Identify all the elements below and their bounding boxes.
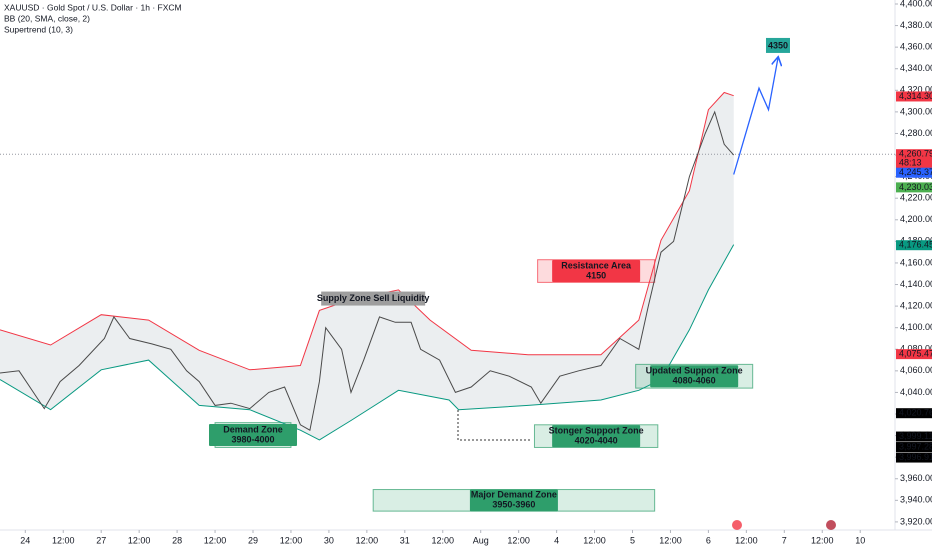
x-tick-label: 28 bbox=[172, 535, 182, 545]
x-tick-label: 24 bbox=[20, 535, 30, 545]
x-tick-label: 27 bbox=[96, 535, 106, 545]
zone-label: 3980-4000 bbox=[231, 434, 274, 444]
x-tick-label: 12:00 bbox=[735, 535, 758, 545]
price-label-box bbox=[896, 442, 932, 453]
y-tick-label: 4,360.00 bbox=[900, 42, 932, 52]
price-label: 3,997.28 bbox=[899, 441, 932, 451]
zone-label: Demand Zone bbox=[223, 424, 283, 434]
x-tick-label: 7 bbox=[782, 535, 787, 545]
price-label-box bbox=[896, 182, 932, 193]
indicator: BB (20, SMA, close, 2) bbox=[4, 13, 90, 23]
price-label: 4,230.03 bbox=[899, 182, 932, 192]
zone-label-box bbox=[650, 365, 739, 388]
x-tick-label: 5 bbox=[630, 535, 635, 545]
zone-label: 4020-4040 bbox=[575, 436, 618, 446]
y-tick-label: 4,040.00 bbox=[900, 387, 932, 397]
x-tick-label: 12:00 bbox=[431, 535, 454, 545]
zone-label: 4150 bbox=[586, 270, 606, 280]
zone-label: 3950-3960 bbox=[492, 500, 535, 510]
zone-label: 4080-4060 bbox=[673, 376, 716, 386]
price-label: 4,176.45 bbox=[899, 240, 932, 250]
price-label-box bbox=[896, 91, 932, 102]
y-tick-label: 4,060.00 bbox=[900, 365, 932, 375]
series-line bbox=[733, 58, 778, 175]
price-label-box bbox=[896, 431, 932, 442]
x-tick-label: 6 bbox=[706, 535, 711, 545]
annotation-box bbox=[321, 291, 426, 306]
zone-label-box bbox=[552, 425, 641, 448]
price-label-box bbox=[896, 240, 932, 251]
price-label-box bbox=[896, 452, 932, 463]
y-tick-label: 4,200.00 bbox=[900, 214, 932, 224]
y-tick-label: 4,340.00 bbox=[900, 63, 932, 73]
x-tick-label: 30 bbox=[324, 535, 334, 545]
zone-label: Major Demand Zone bbox=[471, 490, 557, 500]
annotation: Supply Zone Sell Liquidity bbox=[317, 293, 430, 303]
x-tick-label: 12:00 bbox=[280, 535, 303, 545]
x-tick-label: 12:00 bbox=[128, 535, 151, 545]
y-tick-label: 4,160.00 bbox=[900, 257, 932, 267]
x-tick-label: 12:00 bbox=[507, 535, 530, 545]
x-tick-label: 12:00 bbox=[659, 535, 682, 545]
price-label-box bbox=[896, 167, 932, 178]
y-tick-label: 3,940.00 bbox=[900, 495, 932, 505]
y-tick-label: 4,140.00 bbox=[900, 279, 932, 289]
value-label-box bbox=[765, 37, 790, 53]
band-fill bbox=[0, 92, 734, 440]
y-tick-label: 4,320.00 bbox=[900, 85, 932, 95]
y-tick-label: 4,400.00 bbox=[900, 0, 932, 8]
value-label: 4350 bbox=[768, 40, 788, 50]
y-tick-label: 4,220.00 bbox=[900, 193, 932, 203]
price-label: 4,245.37 bbox=[899, 167, 932, 177]
indicator: Supertrend (10, 3) bbox=[4, 24, 73, 34]
x-tick-label: 12:00 bbox=[583, 535, 606, 545]
y-tick-label: 4,280.00 bbox=[900, 128, 932, 138]
y-tick-label: 4,080.00 bbox=[900, 344, 932, 354]
y-tick-label: 4,380.00 bbox=[900, 20, 932, 30]
x-tick-label: 12:00 bbox=[204, 535, 227, 545]
price-label: 4,260.79 bbox=[899, 149, 932, 159]
series-line bbox=[0, 110, 735, 431]
x-tick-label: 4 bbox=[554, 535, 559, 545]
y-tick-label: 4,300.00 bbox=[900, 106, 932, 116]
connector bbox=[457, 410, 530, 441]
x-tick-label: 29 bbox=[248, 535, 258, 545]
x-tick-label: 12:00 bbox=[811, 535, 834, 545]
y-tick-label: 4,100.00 bbox=[900, 322, 932, 332]
event-icon[interactable] bbox=[732, 520, 742, 530]
x-tick-label: Aug bbox=[473, 535, 489, 545]
flag-icon[interactable] bbox=[826, 520, 836, 530]
x-tick-label: 31 bbox=[400, 535, 410, 545]
price-label-box bbox=[896, 408, 932, 419]
price-label: 4,075.47 bbox=[899, 349, 932, 359]
zone-label: Stonger Support Zone bbox=[549, 426, 644, 436]
symbol: XAUUSD · Gold Spot / U.S. Dollar · 1h · … bbox=[4, 2, 182, 12]
y-tick-label: 3,920.00 bbox=[900, 516, 932, 526]
price-label: 3,996.91 bbox=[899, 452, 932, 462]
price-label: 3,999.11 bbox=[899, 431, 932, 441]
zone-label: Updated Support Zone bbox=[646, 366, 743, 376]
y-tick-label: 3,960.00 bbox=[900, 473, 932, 483]
price-label: 4,314.30 bbox=[899, 91, 932, 101]
x-tick-label: 10 bbox=[855, 535, 865, 545]
zone-label-box bbox=[469, 489, 558, 512]
zone-label-box bbox=[209, 424, 298, 447]
zone-label-box bbox=[552, 260, 641, 283]
y-tick-label: 4,120.00 bbox=[900, 300, 932, 310]
price-label: 4,020.76 bbox=[899, 408, 932, 418]
price-label-box bbox=[896, 149, 932, 169]
x-tick-label: 12:00 bbox=[356, 535, 379, 545]
countdown: 48:13 bbox=[899, 158, 922, 168]
zone-label: Resistance Area bbox=[561, 260, 632, 270]
x-tick-label: 12:00 bbox=[52, 535, 75, 545]
price-label-box bbox=[896, 349, 932, 360]
